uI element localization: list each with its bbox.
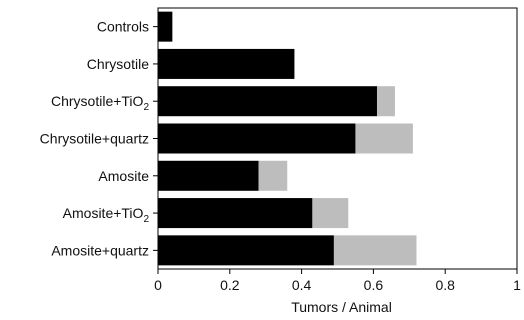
bar-primary-4: [158, 160, 259, 191]
x-tick-label: 0.2: [220, 277, 240, 293]
x-tick-label: 0.6: [364, 277, 384, 293]
bar-secondary-2: [376, 86, 395, 117]
bar-primary-3: [158, 123, 356, 154]
bar-primary-2: [158, 86, 377, 117]
x-tick-label: 0.8: [435, 277, 455, 293]
plot-frame: [157, 7, 518, 270]
bar-primary-6: [158, 235, 334, 266]
bar-secondary-6: [333, 235, 417, 266]
category-label: Chrysotile+TiO2: [51, 93, 149, 113]
x-tick-label: 0: [154, 277, 162, 293]
category-label: Amosite+TiO2: [63, 205, 150, 225]
category-label: Controls: [97, 19, 149, 35]
category-label: Chrysotile: [87, 56, 149, 72]
bar-secondary-4: [258, 160, 288, 191]
bar-secondary-3: [355, 123, 413, 154]
category-label: Amosite+quartz: [51, 242, 149, 258]
category-label: Amosite: [98, 168, 149, 184]
x-axis: 0 0.2 0.4 0.6 0.8 1: [154, 269, 521, 293]
bar-secondary-5: [312, 198, 349, 229]
x-tick-label: 0.4: [292, 277, 312, 293]
x-axis-label: Tumors / Animal: [291, 299, 392, 315]
x-tick-label: 1: [513, 277, 521, 293]
bar-primary-1: [158, 48, 295, 79]
bar-primary-0: [158, 11, 173, 42]
category-label: Chrysotile+quartz: [40, 131, 149, 147]
category-labels: Controls Chrysotile Chrysotile+TiO2 Chrysot…: [40, 19, 158, 258]
bar-primary-5: [158, 198, 313, 229]
bars-layer: [158, 11, 417, 266]
